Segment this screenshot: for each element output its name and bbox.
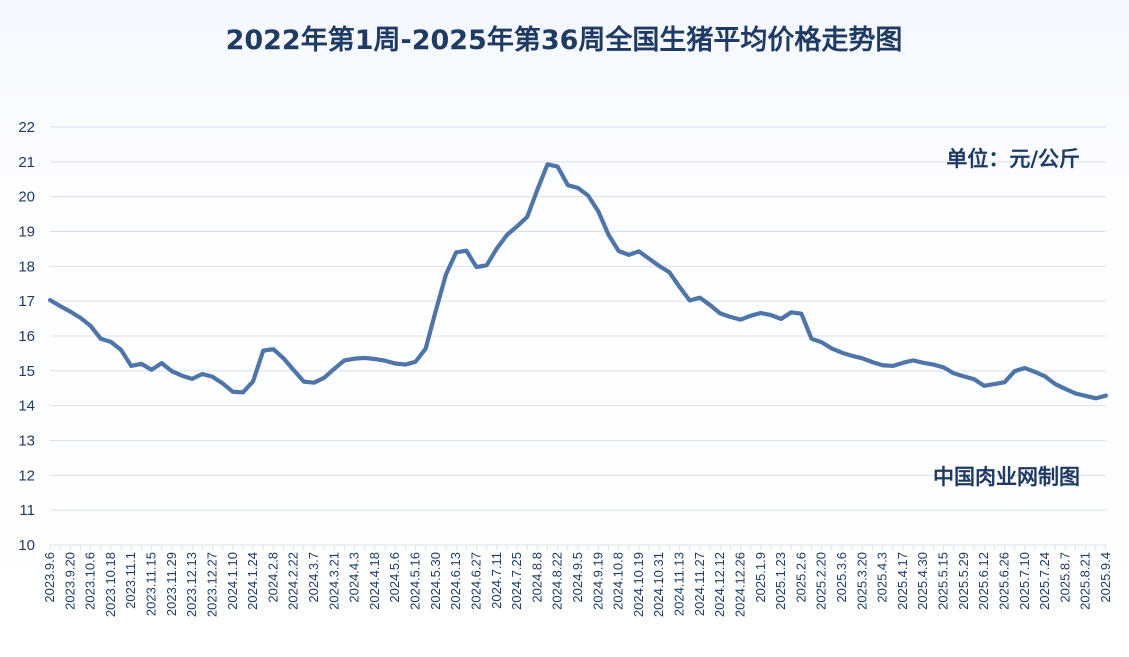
x-tick-label: 2023.9.20 xyxy=(62,552,77,610)
x-tick-label: 2025.3.20 xyxy=(854,552,869,610)
x-tick-label: 2025.6.26 xyxy=(996,552,1011,610)
x-tick-label: 2025.7.24 xyxy=(1037,552,1052,610)
source-label: 中国肉业网制图 xyxy=(933,465,1080,489)
y-tick-label: 20 xyxy=(18,189,35,206)
x-tick-label: 2024.8.22 xyxy=(550,552,565,610)
grid-layer xyxy=(50,126,1106,546)
x-tick-label: 2024.9.5 xyxy=(570,552,585,603)
x-tick-label: 2023.12.13 xyxy=(184,552,199,617)
x-tick-label: 2023.12.27 xyxy=(204,552,219,617)
y-tick-label: 14 xyxy=(18,398,35,415)
series-line-1 xyxy=(47,162,1109,401)
series-layer xyxy=(47,162,1109,401)
y-tick-label: 13 xyxy=(18,433,35,450)
x-tick-label: 2024.2.22 xyxy=(286,552,301,610)
x-tick-label: 2024.3.7 xyxy=(306,552,321,603)
x-tick-label: 2024.11.27 xyxy=(692,552,707,616)
x-tick-label: 2024.1.10 xyxy=(225,552,240,610)
x-tick-label: 2024.6.27 xyxy=(468,552,483,610)
x-tick-label: 2023.9.6 xyxy=(42,552,57,603)
y-tick-label: 10 xyxy=(18,537,35,554)
x-tick-label: 2024.7.11 xyxy=(489,552,504,609)
x-tick-label: 2024.4.3 xyxy=(347,552,362,603)
x-tick-label: 2024.11.13 xyxy=(672,552,687,616)
x-tick-label: 2024.6.13 xyxy=(448,552,463,610)
x-tick-label: 2024.5.30 xyxy=(428,552,443,610)
x-tick-label: 2024.12.12 xyxy=(712,552,727,617)
x-tick-label: 2024.10.31 xyxy=(651,552,666,617)
x-tick-label: 2024.2.8 xyxy=(265,552,280,603)
x-tick-label: 2025.4.30 xyxy=(915,552,930,610)
x-tick-label: 2025.1.23 xyxy=(773,552,788,610)
x-tick-label: 2024.8.8 xyxy=(529,552,544,603)
y-axis-ticks: 10 11 12 13 14 15 16 17 18 19 20 21 22 xyxy=(18,119,35,554)
y-tick-label: 22 xyxy=(18,119,35,136)
x-tick-label: 2024.4.18 xyxy=(367,552,382,610)
x-tick-label: 2024.10.19 xyxy=(631,552,646,617)
x-tick-label: 2023.11.15 xyxy=(144,552,159,616)
x-tick-label: 2025.9.4 xyxy=(1098,552,1113,603)
y-tick-label: 11 xyxy=(19,502,35,519)
x-tick-label: 2025.3.6 xyxy=(834,552,849,603)
x-tick-label: 2025.8.7 xyxy=(1057,552,1072,603)
x-tick-label: 2025.2.20 xyxy=(814,552,829,610)
x-tick-label: 2025.6.12 xyxy=(976,552,991,610)
x-tick-label: 2025.4.17 xyxy=(895,552,910,610)
y-tick-label: 18 xyxy=(18,258,35,275)
x-tick-label: 2025.5.15 xyxy=(936,552,951,610)
chart-title: 2022年第1周-2025年第36周全国生猪平均价格走势图 xyxy=(226,24,903,56)
x-tick-label: 2025.8.21 xyxy=(1078,552,1093,610)
x-tick-label: 2024.3.21 xyxy=(326,552,341,610)
x-tick-label: 2024.7.25 xyxy=(509,552,524,610)
x-tick-label: 2025.7.10 xyxy=(1017,552,1032,610)
x-tick-label: 2024.10.8 xyxy=(611,552,626,610)
x-tick-label: 2024.12.26 xyxy=(732,552,747,617)
x-tick-label: 2025.4.3 xyxy=(875,552,890,603)
x-tick-label: 2024.9.19 xyxy=(590,552,605,610)
x-tick-label: 2023.11.1 xyxy=(123,552,138,609)
x-tick-label: 2024.5.6 xyxy=(387,552,402,603)
x-tick-label: 2025.5.29 xyxy=(956,552,971,610)
x-tick-label: 2023.10.18 xyxy=(103,552,118,617)
y-tick-label: 12 xyxy=(18,467,35,484)
x-tick-label: 2023.11.29 xyxy=(164,552,179,616)
x-axis-ticks: 2023.9.6 2023.9.20 2023.10.6 2023.10.18 2023… xyxy=(42,545,1113,617)
unit-label: 单位：元/公斤 xyxy=(946,147,1080,171)
y-tick-label: 17 xyxy=(18,293,35,310)
y-tick-label: 21 xyxy=(18,154,35,171)
x-tick-label: 2024.5.16 xyxy=(408,552,423,610)
y-tick-label: 15 xyxy=(18,363,35,380)
x-tick-label: 2024.1.24 xyxy=(245,552,260,610)
x-tick-label: 2025.2.6 xyxy=(793,552,808,603)
y-tick-label: 19 xyxy=(18,224,35,241)
x-tick-label: 2025.1.9 xyxy=(753,552,768,603)
x-tick-label: 2023.10.6 xyxy=(83,552,98,610)
y-tick-label: 16 xyxy=(18,328,35,345)
